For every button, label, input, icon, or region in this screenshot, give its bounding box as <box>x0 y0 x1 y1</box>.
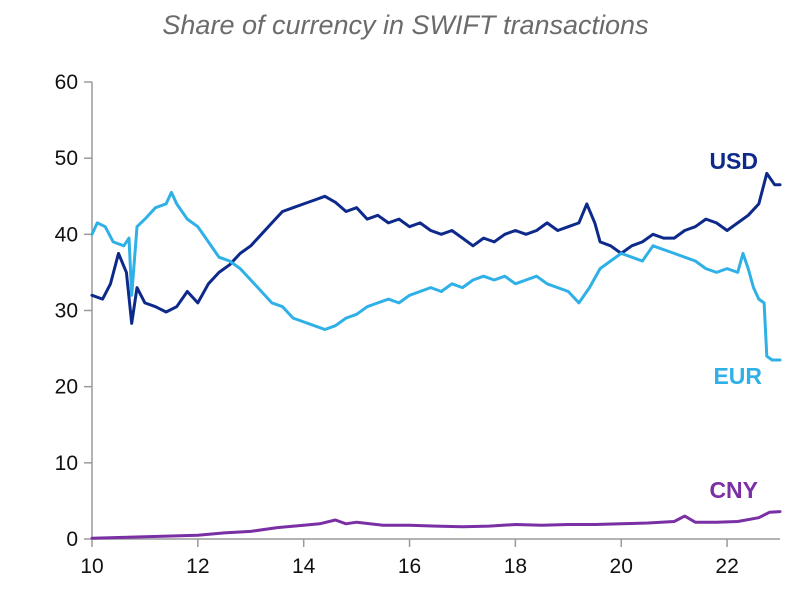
x-tick-label: 22 <box>715 555 738 578</box>
y-tick-label: 10 <box>55 452 78 475</box>
series-line-cny <box>90 510 782 540</box>
x-tick-label: 12 <box>186 555 209 578</box>
series-labels: USD EUR CNY <box>709 148 762 503</box>
series-label-cny: CNY <box>709 477 758 503</box>
chart-title: Share of currency in SWIFT transactions <box>162 10 649 40</box>
series-line-eur <box>90 190 782 362</box>
series-line-usd <box>90 171 782 325</box>
y-tick-label: 20 <box>55 376 78 399</box>
x-tick-label: 18 <box>504 555 527 578</box>
x-tick-label: 20 <box>610 555 633 578</box>
y-tick-label: 60 <box>55 71 78 94</box>
y-tick-label: 0 <box>66 528 78 551</box>
x-tick-label: 14 <box>292 555 316 578</box>
series-label-usd: USD <box>709 148 758 174</box>
series-label-eur: EUR <box>713 363 762 389</box>
y-tick-label: 40 <box>55 223 78 246</box>
axes <box>84 81 780 547</box>
y-tick-label: 50 <box>55 147 78 170</box>
series-lines <box>90 171 782 540</box>
x-tick-label: 10 <box>80 555 103 578</box>
x-tick-label: 16 <box>398 555 421 578</box>
y-tick-label: 30 <box>55 300 78 323</box>
